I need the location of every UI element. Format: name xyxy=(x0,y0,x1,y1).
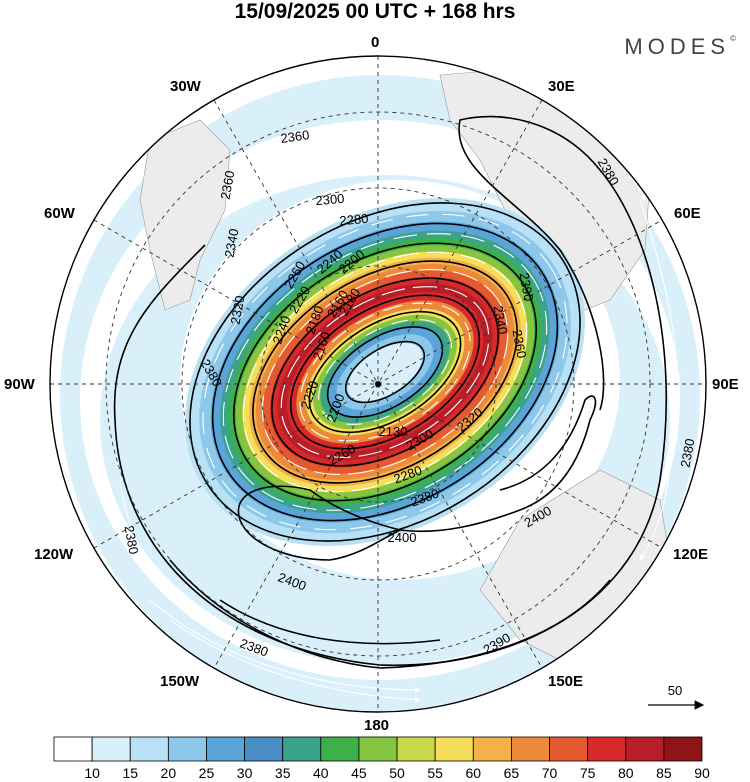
colorbar-tick-label: 20 xyxy=(160,765,177,781)
lon-label-60e: 60E xyxy=(674,205,701,222)
lon-label-180: 180 xyxy=(364,717,390,734)
vector-label: 50 xyxy=(668,683,682,698)
colorbar xyxy=(53,736,703,762)
colorbar-swatch xyxy=(587,736,627,762)
lon-label-90e: 90E xyxy=(712,376,739,393)
colorbar-swatch xyxy=(206,736,245,762)
colorbar-swatch xyxy=(129,736,169,762)
colorbar-swatch xyxy=(358,736,398,762)
contour-label: 2340 xyxy=(491,304,511,335)
copyright-mark: © xyxy=(730,34,736,43)
lon-label-150w: 150W xyxy=(160,673,200,690)
colorbar-swatch xyxy=(511,736,550,762)
colorbar-tick-label: 25 xyxy=(198,765,215,781)
colorbar-tick-label: 45 xyxy=(351,765,367,781)
colorbar-tick-label: 50 xyxy=(389,765,405,781)
colorbar-swatch xyxy=(396,736,436,762)
reference-vector: 50 xyxy=(648,683,705,710)
colorbar-tick-label: 65 xyxy=(503,765,520,781)
contour-label: 2340 xyxy=(222,227,242,258)
contour-label: 2360 xyxy=(510,328,530,359)
colorbar-tick-label: 75 xyxy=(579,765,596,781)
contour-label: 2380 xyxy=(122,524,142,555)
contour-label: 2390 xyxy=(517,271,537,302)
colorbar-tick-label: 85 xyxy=(656,765,672,781)
contour-label: 2360 xyxy=(218,169,238,200)
lon-label-90w: 90W xyxy=(4,376,35,393)
contour-label: 2130 xyxy=(379,424,408,439)
south-pole-marker xyxy=(375,381,381,387)
colorbar-swatch xyxy=(91,736,131,762)
contour-label: 2300 xyxy=(315,191,345,208)
lon-label-120e: 120E xyxy=(673,546,709,563)
colorbar-tick-label: 30 xyxy=(236,765,253,781)
contour-label: 2320 xyxy=(228,294,248,325)
outer-contours xyxy=(113,115,668,669)
lon-label-150e: 150E xyxy=(548,673,584,690)
land-south-america xyxy=(139,119,231,311)
colorbar-tick-label: 80 xyxy=(617,765,634,781)
colorbar-tick-label: 55 xyxy=(427,765,443,781)
colorbar-swatch xyxy=(663,736,703,762)
brand-logo: MODES© xyxy=(624,34,736,60)
colorbar-tick-label: 90 xyxy=(694,765,710,781)
lon-label-30w: 30W xyxy=(170,78,201,95)
lon-label-60w: 60W xyxy=(44,205,75,222)
colorbar-swatch xyxy=(549,736,589,762)
colorbar-tick-label: 60 xyxy=(465,765,482,781)
colorbar-swatch xyxy=(244,736,284,762)
brand-name: MODES xyxy=(624,34,731,59)
map-title: 15/09/2025 00 UTC + 168 hrs xyxy=(234,0,516,23)
colorbar-swatch xyxy=(320,736,360,762)
contour-label: 2280 xyxy=(339,211,369,228)
contour-label: 2360 xyxy=(280,127,311,146)
colorbar-swatch xyxy=(282,736,322,762)
colorbar-swatch xyxy=(434,736,474,762)
colorbar-tick-label: 35 xyxy=(274,765,291,781)
colorbar-swatch xyxy=(472,736,512,762)
colorbar-tick-label: 40 xyxy=(313,765,329,781)
colorbar-tick-label: 70 xyxy=(541,765,558,781)
map-border xyxy=(49,55,707,713)
colorbar-tick-label: 10 xyxy=(84,765,100,781)
contour-label: 2400 xyxy=(388,530,417,545)
lon-label-30e: 30E xyxy=(548,78,575,95)
lon-label-0: 0 xyxy=(371,34,380,51)
colorbar-swatch xyxy=(53,736,93,762)
colorbar-swatch xyxy=(625,736,665,762)
lon-label-120w: 120W xyxy=(34,546,74,563)
colorbar-swatch xyxy=(167,736,207,762)
map-disk xyxy=(50,56,706,712)
colorbar-tick-label: 15 xyxy=(122,765,139,781)
contour-label: 2380 xyxy=(678,437,698,468)
